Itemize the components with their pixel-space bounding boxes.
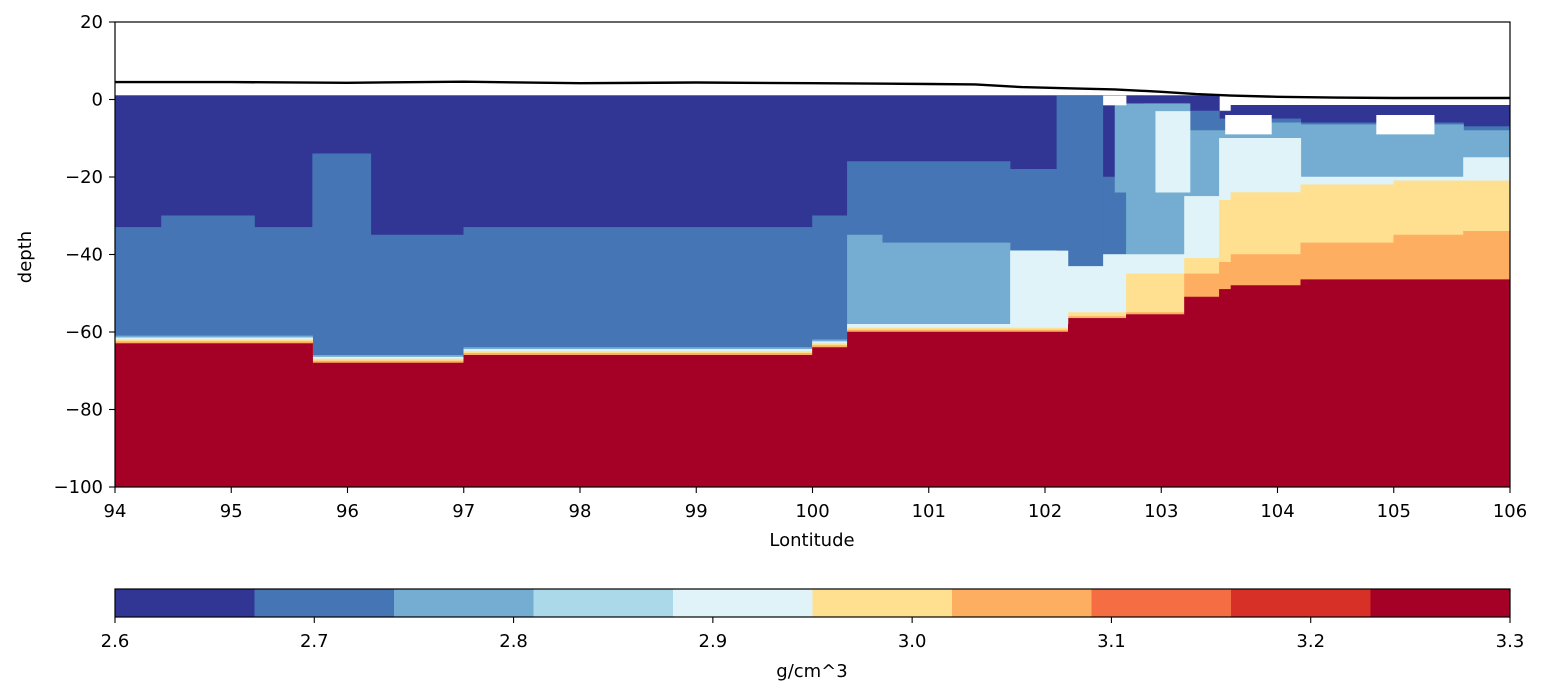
colorbar-swatch-1	[254, 589, 395, 617]
y-tick-label-2: −20	[65, 167, 103, 188]
colorbar-swatch-2	[394, 589, 534, 617]
colorbar-tick-label-6: 3.2	[1296, 631, 1325, 652]
x-tick-label-5: 99	[685, 501, 708, 522]
colorbar-swatch-0	[115, 589, 255, 617]
colorbar-tick-label-0: 2.6	[101, 631, 130, 652]
x-tick-label-8: 102	[1028, 501, 1062, 522]
colorbar-tick-label-2: 2.8	[499, 631, 528, 652]
x-tick-label-9: 103	[1144, 501, 1178, 522]
y-axis-label: depth	[15, 231, 36, 283]
colorbar-swatch-6	[952, 589, 1092, 617]
x-tick-label-0: 94	[104, 501, 127, 522]
colorbar-swatch-4	[673, 589, 813, 617]
density-block-3	[1126, 95, 1144, 104]
colorbar-ticks: 2.6 2.7 2.8 2.9 3.0 3.1 3.2 3.3	[101, 617, 1525, 652]
density-blocks	[1010, 95, 1191, 325]
x-tick-label-10: 104	[1260, 501, 1294, 522]
density-layer-6	[115, 279, 1510, 487]
density-block-0	[1056, 95, 1104, 267]
blank-gaps	[1103, 95, 1435, 135]
colorbar-swatches	[115, 589, 1511, 617]
plot-area: 94 95 96 97 98 99 100 101 102 103 104 105 106 20 0 −20…	[15, 12, 1527, 551]
x-tick-label-6: 100	[795, 501, 829, 522]
colorbar-tick-label-1: 2.7	[300, 631, 329, 652]
colorbar-swatch-8	[1231, 589, 1371, 617]
topography-line	[115, 80, 1510, 100]
colorbar-label: g/cm^3	[776, 661, 847, 682]
colorbar-tick-label-4: 3.0	[898, 631, 927, 652]
colorbar-swatch-7	[1091, 589, 1232, 617]
density-block-2	[1155, 111, 1191, 193]
x-tick-label-4: 98	[569, 501, 592, 522]
y-tick-label-6: −100	[54, 477, 103, 498]
y-tick-label-0: 20	[80, 12, 103, 33]
y-tick-label-5: −80	[65, 400, 103, 421]
density-layers	[115, 95, 1510, 487]
y-tick-label-4: −60	[65, 322, 103, 343]
blank-gap-0	[1225, 115, 1272, 135]
colorbar-tick-label-7: 3.3	[1496, 631, 1525, 652]
x-tick-label-11: 105	[1377, 501, 1411, 522]
colorbar-swatch-5	[812, 589, 953, 617]
colorbar: 2.6 2.7 2.8 2.9 3.0 3.1 3.2 3.3 g/cm^3	[101, 588, 1525, 682]
x-tick-label-1: 95	[220, 501, 243, 522]
x-tick-label-12: 106	[1493, 501, 1527, 522]
x-axis-label: Lontitude	[769, 530, 854, 551]
y-tick-label-1: 0	[92, 90, 103, 111]
colorbar-swatch-9	[1370, 589, 1511, 617]
y-tick-label-3: −40	[65, 245, 103, 266]
x-tick-label-3: 97	[452, 501, 475, 522]
blank-gap-1	[1376, 115, 1435, 135]
density-block-4	[1010, 250, 1069, 325]
x-axis-ticks: 94 95 96 97 98 99 100 101 102 103 104 105 106	[104, 487, 1527, 522]
colorbar-tick-label-5: 3.1	[1097, 631, 1126, 652]
y-axis-ticks: 20 0 −20 −40 −60 −80 −100	[54, 12, 115, 498]
colorbar-swatch-3	[533, 589, 674, 617]
x-tick-label-7: 101	[912, 501, 946, 522]
colorbar-tick-label-3: 2.9	[699, 631, 728, 652]
colorbar-frame	[114, 588, 1511, 618]
blank-gap-2	[1103, 95, 1127, 106]
x-tick-label-2: 96	[336, 501, 359, 522]
